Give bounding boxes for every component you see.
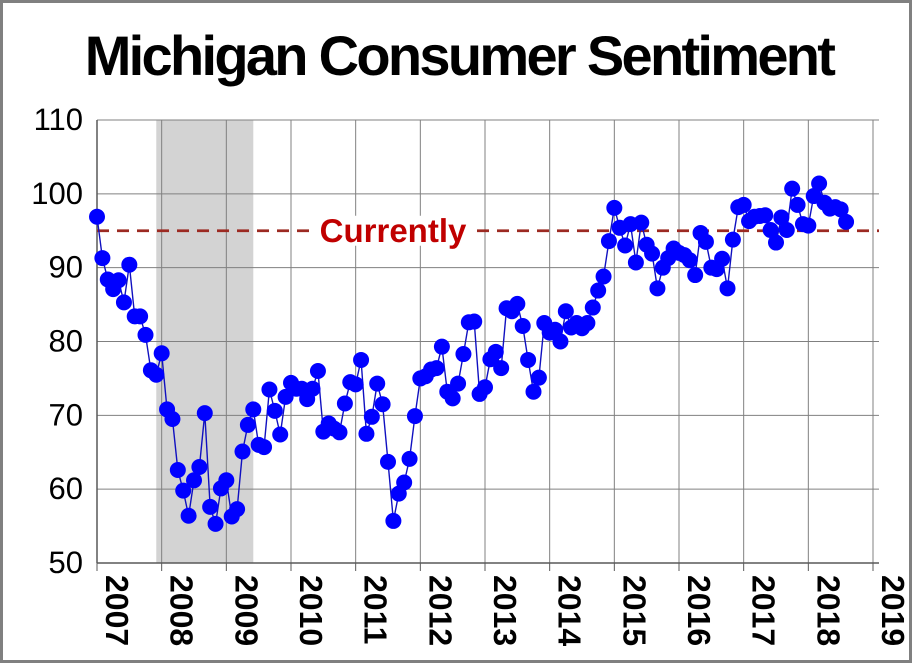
svg-text:60: 60 <box>49 471 83 506</box>
svg-text:100: 100 <box>31 176 83 211</box>
svg-text:2018: 2018 <box>810 575 846 646</box>
svg-text:2014: 2014 <box>552 575 588 646</box>
svg-text:2009: 2009 <box>228 575 264 646</box>
svg-text:90: 90 <box>49 250 83 285</box>
svg-text:2007: 2007 <box>99 575 135 646</box>
svg-text:Currently: Currently <box>320 212 467 249</box>
svg-text:110: 110 <box>34 102 83 137</box>
svg-text:2012: 2012 <box>422 575 458 646</box>
svg-text:2016: 2016 <box>681 575 717 646</box>
svg-text:2015: 2015 <box>616 575 652 646</box>
svg-text:2019: 2019 <box>875 575 909 646</box>
svg-text:70: 70 <box>49 397 83 432</box>
svg-text:2008: 2008 <box>164 575 200 646</box>
svg-text:2011: 2011 <box>358 575 394 644</box>
svg-text:80: 80 <box>49 324 83 359</box>
svg-text:2010: 2010 <box>293 575 329 646</box>
svg-text:2013: 2013 <box>487 575 523 646</box>
svg-text:2017: 2017 <box>746 575 782 646</box>
svg-text:50: 50 <box>49 545 83 580</box>
